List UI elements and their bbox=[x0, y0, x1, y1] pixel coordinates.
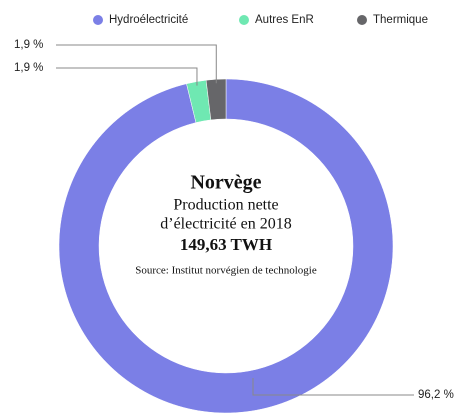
value-label: 96,2 % bbox=[418, 389, 454, 401]
legend-swatch bbox=[239, 15, 249, 25]
legend-label: Thermique bbox=[373, 14, 428, 26]
legend-label: Hydroélectricité bbox=[109, 14, 188, 26]
subtitle: d’électricité en 2018 bbox=[160, 216, 292, 233]
source: Source: Institut norvégien de technologi… bbox=[135, 265, 317, 277]
leader-line bbox=[56, 67, 198, 86]
value-label: 1,9 % bbox=[14, 62, 43, 74]
donut-slice bbox=[205, 78, 227, 121]
leader-line bbox=[252, 378, 414, 396]
legend-swatch bbox=[93, 15, 103, 25]
value-label: 1,9 % bbox=[14, 39, 43, 51]
subtitle: Production nette bbox=[173, 197, 278, 214]
total-label: 149,63 TWH bbox=[180, 235, 272, 254]
donut-slice bbox=[58, 78, 394, 414]
legend-swatch bbox=[357, 15, 367, 25]
leader-line bbox=[56, 44, 217, 84]
chart-title: Norvège bbox=[190, 172, 261, 194]
legend-label: Autres EnR bbox=[255, 14, 314, 26]
